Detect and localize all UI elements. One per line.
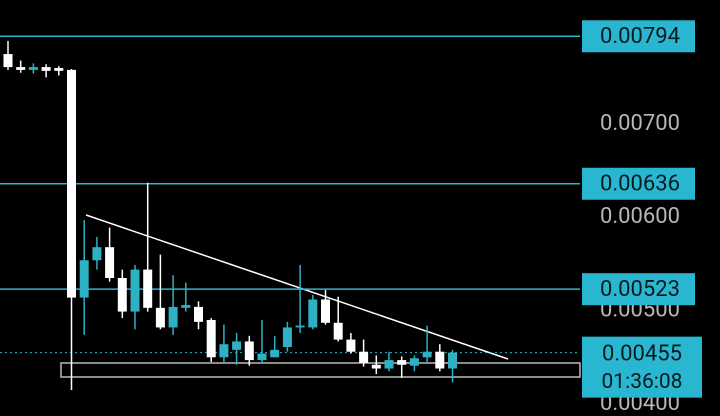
y-tick-label: 0.00600: [600, 204, 680, 229]
candle-body: [448, 352, 457, 369]
candle-body: [16, 67, 26, 70]
candle-body: [28, 67, 38, 70]
candle-body: [257, 353, 267, 361]
trend-line: [85, 214, 509, 360]
candle-body: [105, 247, 115, 278]
y-tick-label: 0.00700: [600, 111, 680, 136]
candle-body: [371, 364, 381, 369]
candle-body: [397, 360, 407, 365]
candle-body: [79, 260, 89, 298]
candle-body: [181, 305, 191, 308]
candle-body: [295, 325, 305, 328]
candle-body: [143, 269, 153, 308]
price-level-label: 0.00636: [600, 172, 680, 197]
candle-body: [232, 341, 242, 350]
candle-body: [67, 69, 76, 298]
candle-body: [54, 68, 64, 71]
candle-body: [384, 360, 394, 369]
candle-body: [244, 341, 254, 361]
current-price-box: [582, 336, 702, 398]
candle-body: [409, 358, 419, 366]
price-level-box: [582, 273, 695, 306]
candle-body: [270, 349, 280, 358]
candle-body: [435, 351, 445, 369]
candle-body: [321, 299, 330, 323]
candle-body: [359, 351, 369, 363]
candle-body: [41, 67, 51, 71]
candle-body: [168, 306, 178, 328]
range-box: [60, 362, 581, 378]
candle-body: [92, 247, 102, 261]
candle-body: [333, 322, 343, 340]
candle-body: [282, 327, 292, 348]
candle-body: [194, 306, 203, 322]
candle-body: [308, 299, 318, 328]
current-price-label: 0.00455: [602, 341, 682, 366]
candle-body: [219, 344, 229, 358]
price-level-label: 0.00794: [600, 24, 680, 49]
candle-body: [206, 319, 216, 358]
price-level-box: [582, 167, 695, 200]
candle-body: [422, 351, 432, 358]
candle-body: [117, 277, 127, 312]
candle-body: [346, 339, 356, 352]
candle-body: [3, 54, 13, 68]
candle-body: [155, 307, 165, 328]
price-level-box: [582, 20, 695, 53]
candle-body: [130, 269, 140, 312]
price-level-label: 0.00523: [600, 277, 680, 302]
countdown: 01:36:08: [602, 370, 683, 394]
